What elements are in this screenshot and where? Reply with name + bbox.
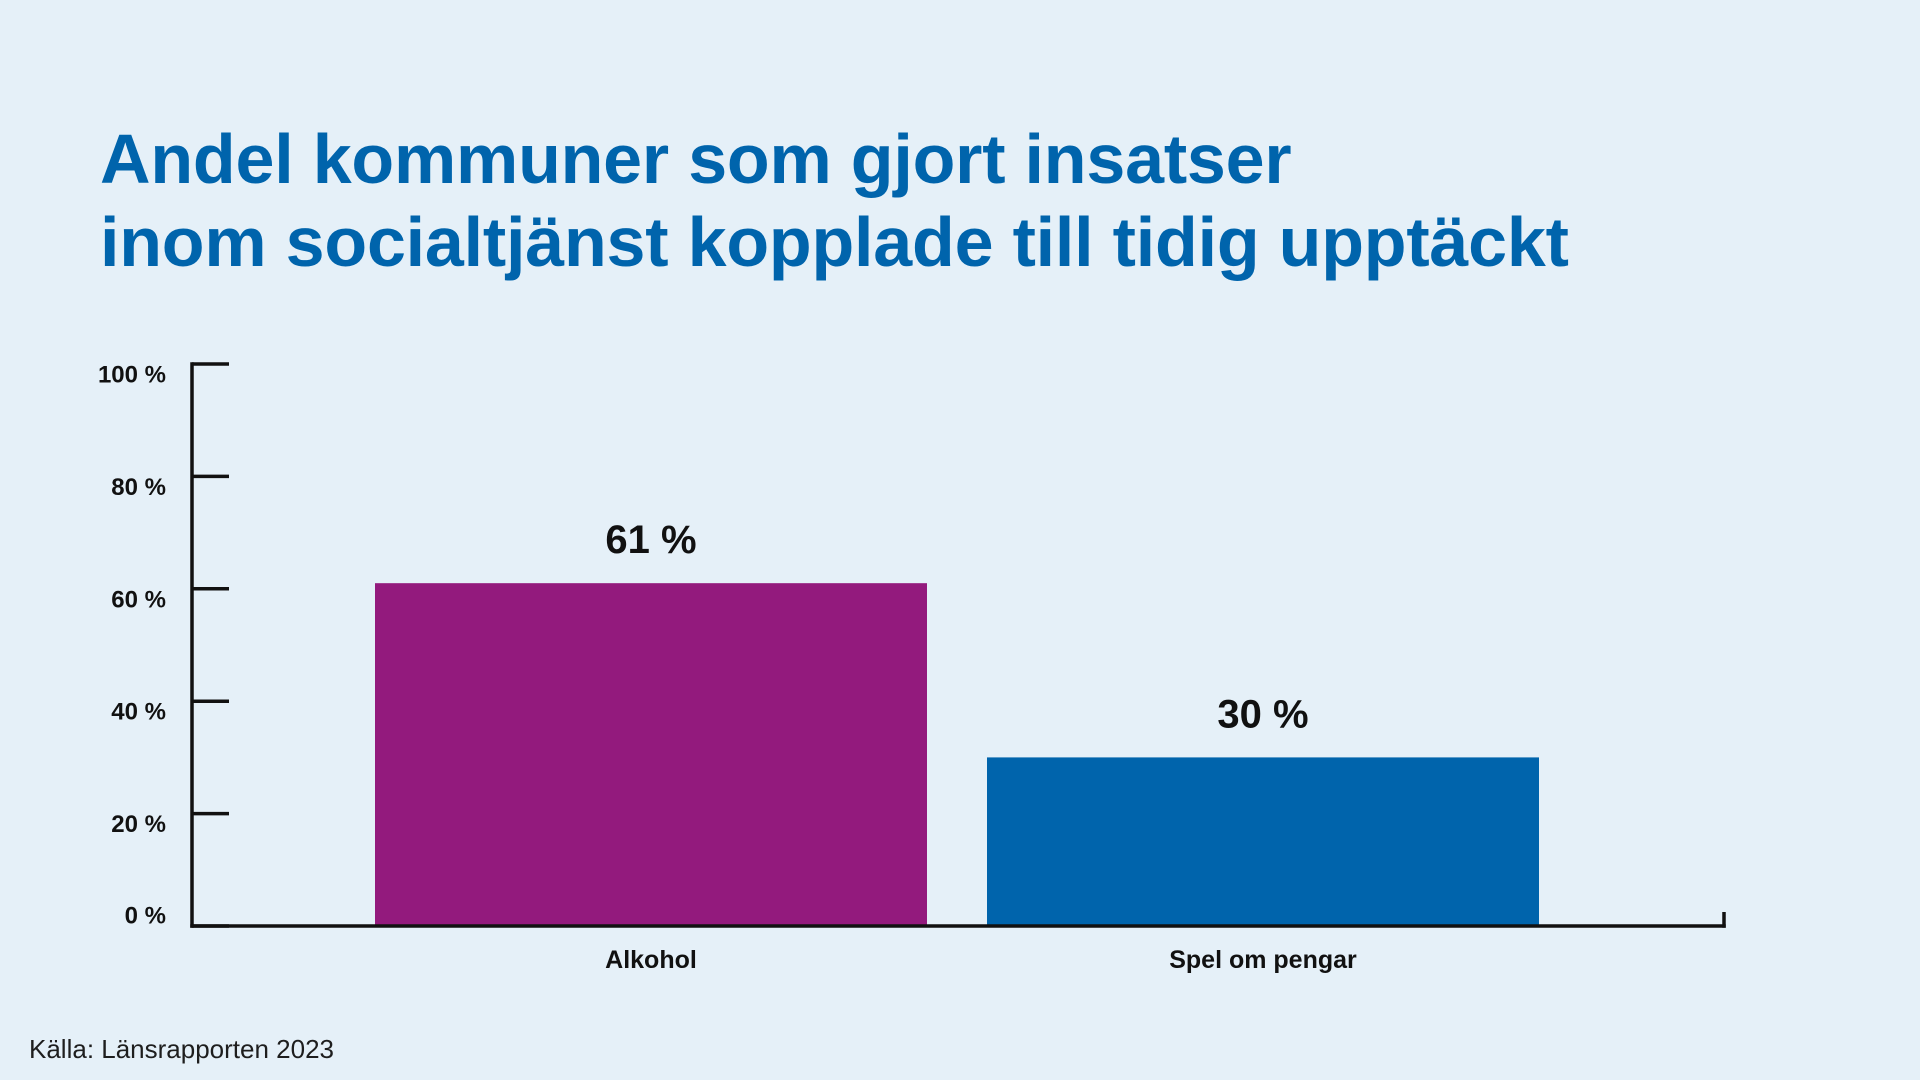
y-tick-label: 40 % <box>111 699 166 726</box>
bar-value-label: 61 % <box>605 518 696 562</box>
chart-title: Andel kommuner som gjort insatser inom s… <box>100 118 1569 284</box>
y-tick-label: 20 % <box>111 811 166 838</box>
bar-alkohol <box>375 583 927 926</box>
chart-title-line-1: Andel kommuner som gjort insatser <box>100 120 1292 198</box>
y-tick-label: 0 % <box>125 903 166 930</box>
chart-title-line-2: inom socialtjänst kopplade till tidig up… <box>100 203 1569 281</box>
source-note: Källa: Länsrapporten 2023 <box>29 1034 335 1064</box>
bar-value-label: 30 % <box>1217 692 1308 736</box>
bar-spel-om-pengar <box>987 757 1539 926</box>
y-tick-label: 60 % <box>111 586 166 613</box>
x-tick-label: Spel om pengar <box>1169 946 1357 974</box>
x-tick-label: Alkohol <box>605 946 697 974</box>
y-tick-label: 80 % <box>111 474 166 501</box>
y-tick-label: 100 % <box>98 362 166 389</box>
